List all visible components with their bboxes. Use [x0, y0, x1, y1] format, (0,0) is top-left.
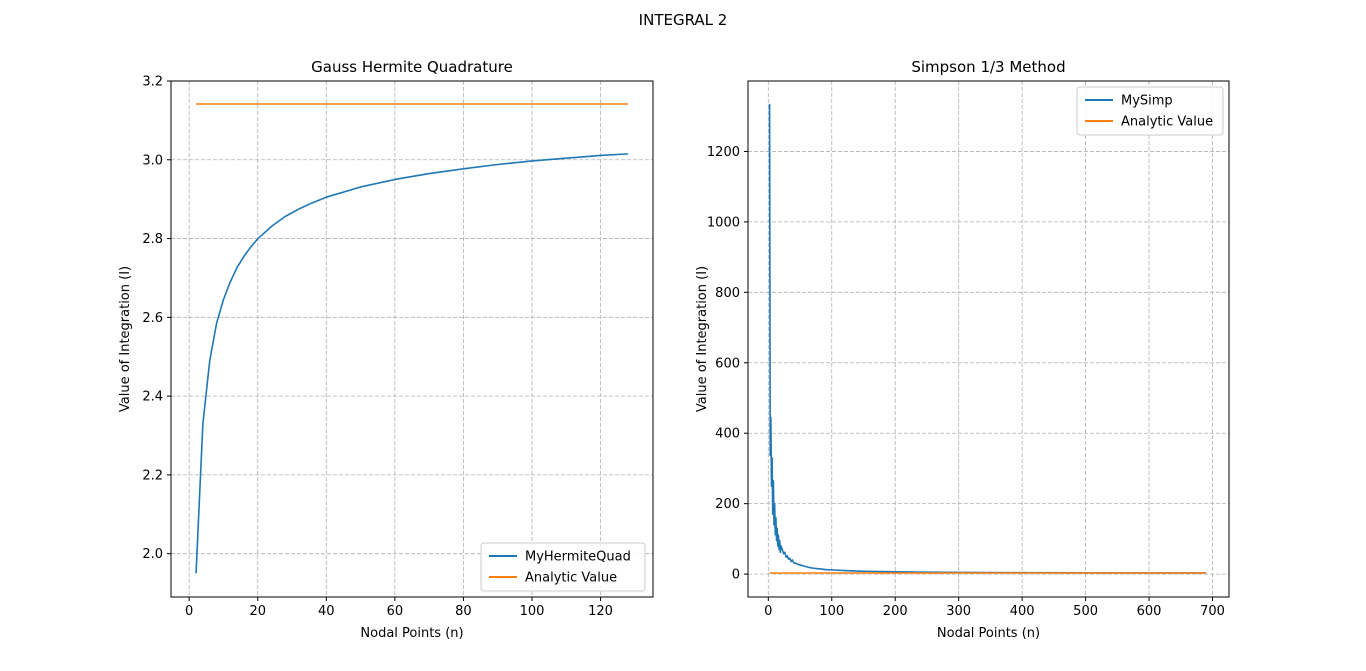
- x-tick-label: 600: [1137, 604, 1162, 619]
- y-tick-label: 2.4: [142, 390, 163, 405]
- y-axis-label: Value of Integration (I): [695, 266, 710, 412]
- x-tick-label: 40: [318, 604, 335, 619]
- legend-label: MyHermiteQuad: [525, 550, 631, 565]
- legend-box: [480, 542, 646, 592]
- x-tick-label: 700: [1200, 604, 1225, 619]
- series-line-0: [195, 153, 629, 574]
- simpson-chart: 0 100 200 300 400 500 600 700 0 200 400 600 800 1000 1…: [695, 58, 1230, 641]
- x-axis-label: Nodal Points (n): [360, 626, 463, 641]
- y-tick-label: 2.8: [142, 232, 163, 247]
- legend: MyHermiteQuad Analytic Value: [480, 542, 646, 592]
- y-tick-label: 400: [715, 427, 740, 442]
- y-axis-label: Value of Integration (I): [118, 266, 133, 412]
- y-tick-label: 1000: [707, 215, 740, 230]
- figure-title: INTEGRAL 2: [639, 11, 728, 29]
- y-tick-label: 0: [732, 568, 740, 583]
- x-tick-label: 400: [1010, 604, 1035, 619]
- y-tick-label: 2.0: [142, 547, 163, 562]
- x-tick-label: 120: [588, 604, 613, 619]
- y-tick-label: 1200: [707, 145, 740, 160]
- x-tick-label: 500: [1073, 604, 1098, 619]
- legend-label: Analytic Value: [1121, 115, 1213, 130]
- x-tick-label: 80: [455, 604, 472, 619]
- series-line-0: [768, 103, 1207, 574]
- y-tick-label: 2.6: [142, 311, 163, 326]
- y-tick-label: 200: [715, 497, 740, 512]
- gauss-hermite-chart: 0 20 40 60 80 100 120 2.0 2.2 2.4 2.6 2.8 3.0 3.2 Gaus…: [118, 58, 654, 641]
- y-tick-label: 2.2: [142, 468, 163, 483]
- y-tick-label: 600: [715, 356, 740, 371]
- chart-title: Simpson 1/3 Method: [911, 58, 1065, 76]
- legend-box: [1076, 86, 1224, 136]
- x-tick-label: 20: [249, 604, 266, 619]
- y-tick-label: 800: [715, 286, 740, 301]
- x-axis-label: Nodal Points (n): [937, 626, 1040, 641]
- x-tick-label: 100: [520, 604, 545, 619]
- legend-label: Analytic Value: [525, 571, 617, 586]
- plot-frame: [747, 80, 1230, 598]
- x-tick-label: 200: [883, 604, 908, 619]
- x-tick-label: 60: [387, 604, 404, 619]
- x-tick-label: 100: [819, 604, 844, 619]
- plot-frame: [170, 80, 654, 598]
- y-tick-label: 3.0: [142, 153, 163, 168]
- x-tick-label: 0: [185, 604, 193, 619]
- legend-label: MySimp: [1121, 94, 1173, 109]
- chart-title: Gauss Hermite Quadrature: [311, 58, 513, 76]
- y-tick-label: 3.2: [142, 75, 163, 90]
- legend: MySimp Analytic Value: [1076, 86, 1224, 136]
- x-tick-label: 0: [764, 604, 772, 619]
- x-tick-label: 300: [946, 604, 971, 619]
